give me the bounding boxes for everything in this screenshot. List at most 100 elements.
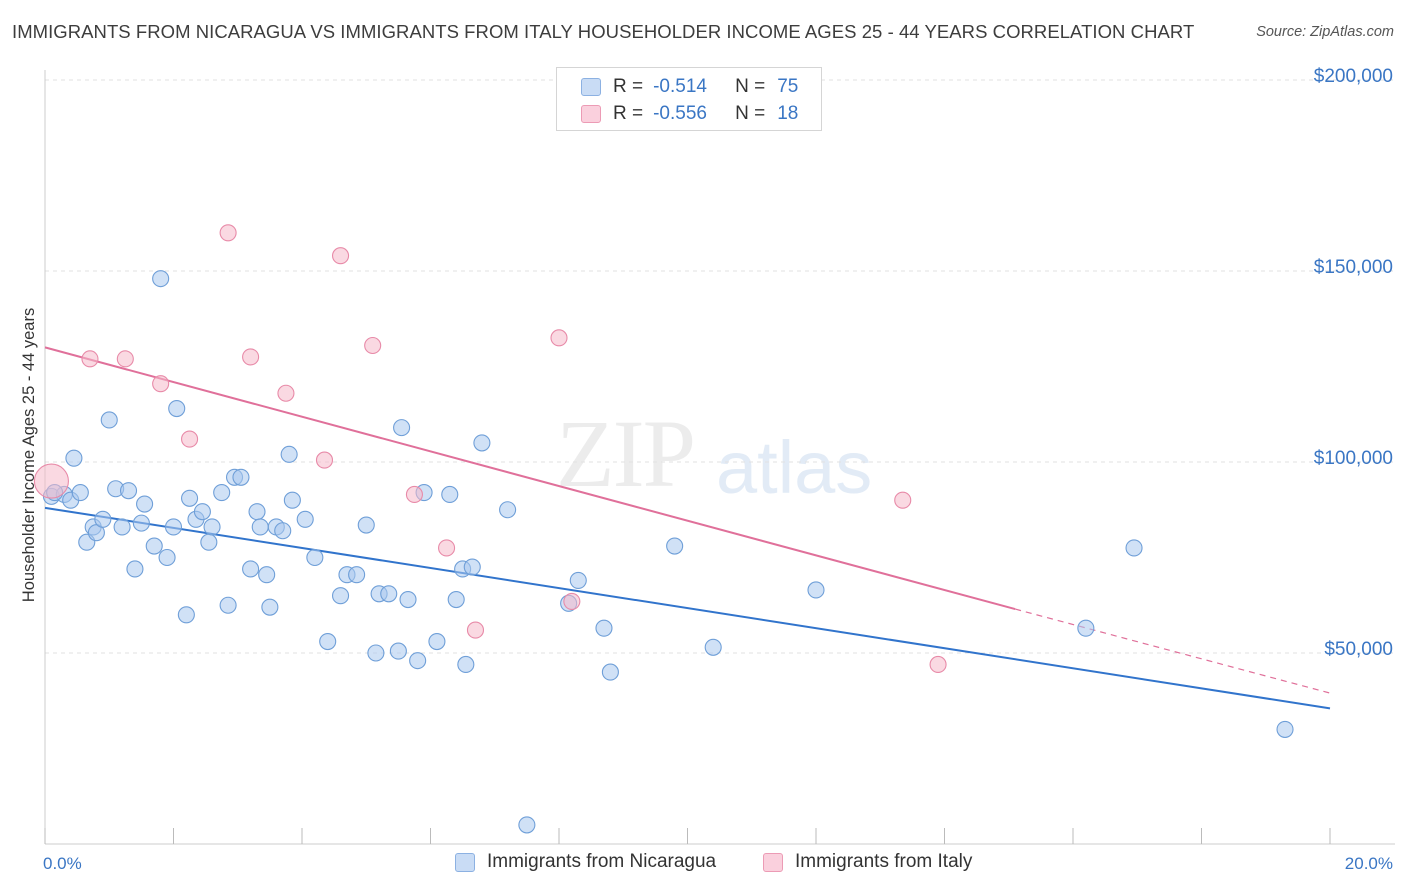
data-point-nicaragua xyxy=(331,587,350,605)
legend-n-value: 75 xyxy=(777,76,799,97)
data-point-nicaragua xyxy=(126,560,144,578)
x-tick-label: 20.0% xyxy=(1345,854,1393,873)
data-point-nicaragua xyxy=(409,652,427,670)
data-point-nicaragua xyxy=(65,449,83,467)
trend-lines xyxy=(44,346,1331,710)
data-point-nicaragua xyxy=(367,644,385,662)
legend-n-label: N = xyxy=(735,76,766,97)
data-point-italy xyxy=(894,491,912,509)
data-point-nicaragua xyxy=(119,482,138,500)
y-tick-label: $50,000 xyxy=(1324,639,1393,660)
data-point-nicaragua xyxy=(136,495,154,513)
data-point-nicaragua xyxy=(447,590,465,609)
data-point-nicaragua xyxy=(193,503,211,521)
data-point-nicaragua xyxy=(807,581,825,599)
legend-n-label: N = xyxy=(735,103,766,124)
y-tick-label: $200,000 xyxy=(1314,66,1393,87)
data-point-nicaragua xyxy=(380,585,398,603)
source-label: Source: ZipAtlas.com xyxy=(1256,24,1394,40)
data-point-nicaragua xyxy=(164,518,183,536)
legend-label-nicaragua: Immigrants from Nicaragua xyxy=(487,851,717,872)
data-point-italy xyxy=(331,247,350,265)
data-point-nicaragua xyxy=(595,619,613,637)
trend-line-nicaragua xyxy=(44,506,1331,710)
data-point-nicaragua xyxy=(389,642,407,660)
data-point-nicaragua xyxy=(203,518,221,536)
data-point-italy xyxy=(33,463,69,499)
data-point-nicaragua xyxy=(1276,720,1294,738)
data-point-italy xyxy=(466,621,485,639)
data-point-nicaragua xyxy=(457,655,475,674)
trend-line-italy xyxy=(44,346,1016,611)
data-point-nicaragua xyxy=(348,566,366,584)
y-tick-labels: $50,000 $100,000 $150,000 $200,000 xyxy=(1314,66,1393,660)
x-tick-labels: 0.0% 20.0% xyxy=(43,854,1393,873)
legend-item-italy: Immigrants from Italy xyxy=(763,851,972,873)
data-point-italy xyxy=(81,350,99,368)
data-point-nicaragua xyxy=(357,516,375,534)
data-point-nicaragua xyxy=(441,485,459,504)
legend-swatch-pink xyxy=(581,105,601,123)
legend-swatch-pink xyxy=(763,852,783,872)
data-point-nicaragua xyxy=(306,548,324,567)
data-point-nicaragua xyxy=(1077,619,1095,637)
legend-row-nicaragua: R = -0.514 N = 75 xyxy=(557,74,798,100)
data-point-nicaragua xyxy=(213,484,231,502)
data-point-nicaragua xyxy=(463,558,481,576)
data-point-italy xyxy=(438,539,456,557)
data-point-italy xyxy=(116,350,134,368)
data-point-italy xyxy=(315,451,334,469)
data-point-italy xyxy=(181,430,199,448)
y-axis-title: Householder Income Ages 25 - 44 years xyxy=(20,308,38,602)
data-point-nicaragua xyxy=(181,489,199,507)
trend-line-italy-extension xyxy=(1015,608,1331,694)
data-point-nicaragua xyxy=(569,571,587,589)
data-point-italy xyxy=(929,655,947,674)
data-point-nicaragua xyxy=(1125,539,1143,557)
data-point-nicaragua xyxy=(499,501,517,519)
data-point-italy xyxy=(563,592,581,610)
data-point-nicaragua xyxy=(71,484,89,502)
data-point-nicaragua xyxy=(219,596,237,614)
data-point-nicaragua xyxy=(261,598,279,616)
data-point-italy xyxy=(242,348,260,366)
data-point-nicaragua xyxy=(152,270,170,288)
data-point-nicaragua xyxy=(145,537,163,555)
data-point-nicaragua xyxy=(168,399,186,418)
data-point-italy xyxy=(405,485,423,504)
legend-n-value: 18 xyxy=(777,103,799,124)
data-point-nicaragua xyxy=(296,510,314,528)
data-point-nicaragua xyxy=(232,468,250,486)
legend-row-italy: R = -0.556 N = 18 xyxy=(557,101,798,127)
data-point-italy xyxy=(152,375,170,393)
data-point-nicaragua xyxy=(393,419,411,437)
series-italy-points xyxy=(33,224,947,674)
legend-r-label: R = xyxy=(613,76,644,97)
x-tick-label: 0.0% xyxy=(43,854,82,873)
legend-swatch-blue xyxy=(581,78,601,96)
data-point-nicaragua xyxy=(280,445,298,463)
data-point-nicaragua xyxy=(319,632,337,651)
data-point-nicaragua xyxy=(666,537,684,555)
data-point-nicaragua xyxy=(242,560,260,578)
series-nicaragua-points xyxy=(42,270,1294,834)
data-point-nicaragua xyxy=(158,548,176,567)
legend-r-label: R = xyxy=(613,103,644,124)
correlation-legend: R = -0.514 N = 75 R = -0.556 N = 18 xyxy=(556,67,822,131)
legend-r-value: -0.556 xyxy=(653,103,707,124)
data-point-nicaragua xyxy=(258,566,276,584)
data-point-italy xyxy=(364,336,382,355)
data-point-nicaragua xyxy=(100,411,118,429)
data-point-nicaragua xyxy=(428,632,446,651)
data-point-nicaragua xyxy=(601,663,619,681)
legend-item-nicaragua: Immigrants from Nicaragua xyxy=(455,851,716,873)
data-point-italy xyxy=(219,224,237,242)
watermark-atlas: atlas xyxy=(716,426,873,509)
data-point-nicaragua xyxy=(94,510,112,528)
data-point-italy xyxy=(277,384,295,402)
chart-title: IMMIGRANTS FROM NICARAGUA VS IMMIGRANTS … xyxy=(12,21,1195,42)
y-tick-label: $150,000 xyxy=(1314,257,1393,278)
watermark-zip: ZIP xyxy=(556,400,696,507)
axes xyxy=(44,70,1395,845)
